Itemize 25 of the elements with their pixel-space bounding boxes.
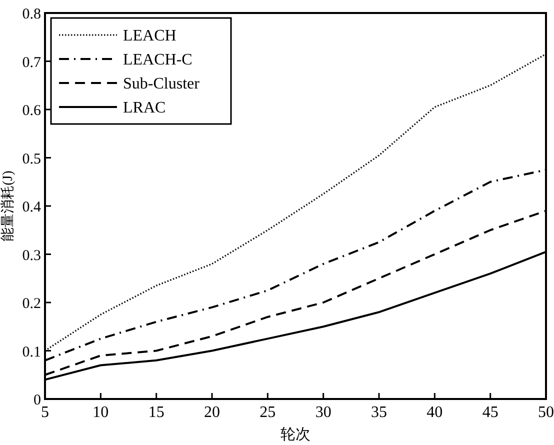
y-tick-label: 0.1 [22, 344, 41, 360]
x-tick-label: 35 [371, 404, 387, 421]
y-tick-label: 0.5 [22, 151, 41, 168]
y-tick-label: 0.4 [22, 200, 42, 216]
x-tick-label: 50 [538, 404, 554, 421]
y-tick-label: 0.6 [22, 103, 42, 119]
x-tick-label: 15 [148, 404, 164, 421]
x-tick-label: 25 [260, 404, 276, 421]
x-tick-label: 10 [92, 404, 109, 421]
x-tick-label: 30 [315, 404, 332, 421]
x-tick-label: 40 [426, 404, 443, 421]
y-tick-label: 0.2 [22, 296, 41, 312]
x-axis-title: 轮次 [280, 426, 310, 443]
legend-label: LEACH [123, 28, 177, 44]
legend-label: LEACH-C [123, 52, 192, 68]
x-tick-label: 5 [41, 404, 49, 421]
x-tick-label: 45 [482, 404, 498, 421]
y-tick-label: 0.8 [22, 6, 41, 22]
y-tick-label: 0.3 [22, 248, 41, 264]
y-tick-label: 0.7 [22, 54, 42, 71]
y-axis-title: 能量消耗(J) [0, 170, 16, 242]
legend-label: LRAC [123, 100, 166, 116]
x-tick-label: 20 [204, 404, 220, 421]
y-tick-label: 0 [34, 392, 41, 408]
legend-label: Sub-Cluster [123, 76, 200, 92]
